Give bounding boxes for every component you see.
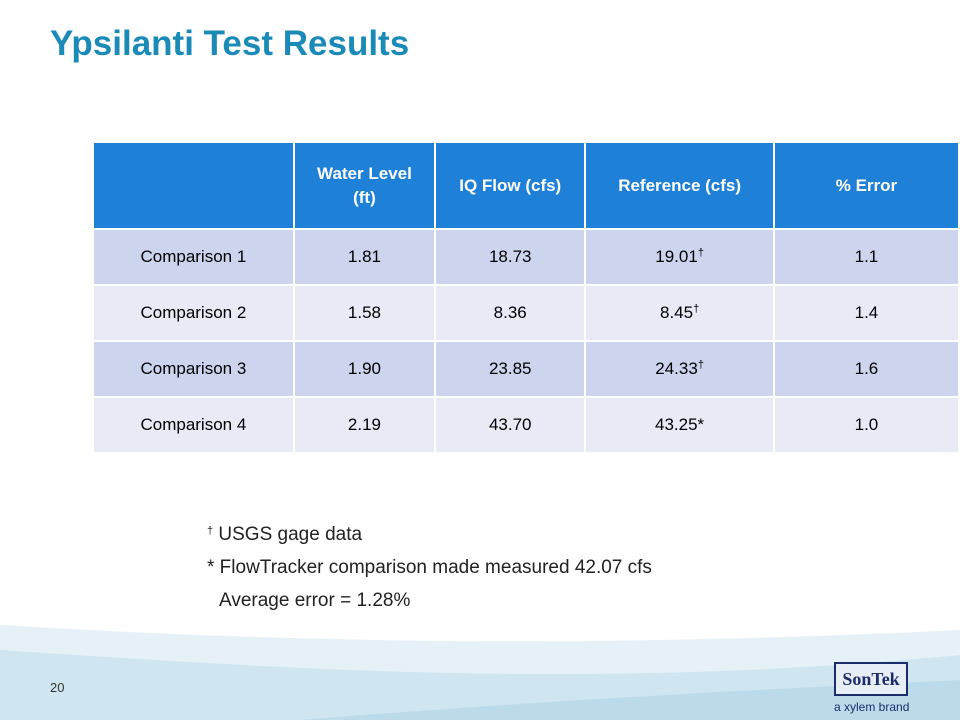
note: Average error = 1.28%: [207, 584, 652, 617]
note: * FlowTracker comparison made measured 4…: [207, 551, 652, 584]
cell-value: 8.45: [660, 303, 694, 322]
note: † USGS gage data: [207, 515, 652, 551]
column-header: Water Level (ft): [292, 141, 437, 230]
cell-footnote-mark: †: [693, 303, 700, 315]
title: Ypsilanti Test Results: [50, 24, 410, 63]
cell-footnote-mark: †: [697, 247, 704, 259]
notes: † USGS gage data * FlowTracker comparison…: [207, 515, 652, 617]
row-label: Comparison 2: [92, 284, 295, 342]
cell: 1.81: [292, 228, 437, 286]
row-label: Comparison 4: [92, 396, 295, 454]
cell: 1.6: [772, 340, 960, 398]
cell: 1.90: [292, 340, 437, 398]
cell: 8.36: [434, 284, 587, 342]
cell: 1.58: [292, 284, 437, 342]
brand: a xylem brand: [834, 700, 910, 714]
cell: 19.01†: [584, 228, 775, 286]
cell: 2.19: [292, 396, 437, 454]
logo: SonTek: [834, 662, 908, 696]
cell: 24.33†: [584, 340, 775, 398]
column-header: IQ Flow (cfs): [434, 141, 587, 230]
cell-footnote-mark: †: [697, 359, 704, 371]
table-row: Comparison 2 1.58 8.36 8.45† 1.4: [92, 284, 960, 342]
table-row: Comparison 4 2.19 43.70 43.25* 1.0: [92, 396, 960, 454]
cell: 1.4: [772, 284, 960, 342]
note-text: USGS gage data: [218, 524, 363, 545]
cell: 1.1: [772, 228, 960, 286]
cell: 1.0: [772, 396, 960, 454]
table-row: Comparison 3 1.90 23.85 24.33† 1.6: [92, 340, 960, 398]
note-text: Average error = 1.28%: [219, 590, 411, 611]
row-label: Comparison 1: [92, 228, 295, 286]
cell: 18.73: [434, 228, 587, 286]
note-text: * FlowTracker comparison made measured 4…: [207, 557, 652, 578]
column-header: Reference (cfs): [584, 141, 775, 230]
cell-value: 24.33: [655, 359, 698, 378]
column-header: % Error: [772, 141, 960, 230]
results-table: Water Level (ft) IQ Flow (cfs) Reference (…: [92, 141, 960, 454]
cell: 43.25*: [584, 396, 775, 454]
note-mark: †: [207, 525, 214, 537]
cell: 8.45†: [584, 284, 775, 342]
cell: 43.70: [434, 396, 587, 454]
table-row: Comparison 1 1.81 18.73 19.01† 1.1: [92, 228, 960, 286]
cell-value: 19.01: [655, 247, 698, 266]
blank-header: [92, 141, 295, 230]
row-label: Comparison 3: [92, 340, 295, 398]
page-number: 20: [50, 680, 65, 695]
cell: 23.85: [434, 340, 587, 398]
